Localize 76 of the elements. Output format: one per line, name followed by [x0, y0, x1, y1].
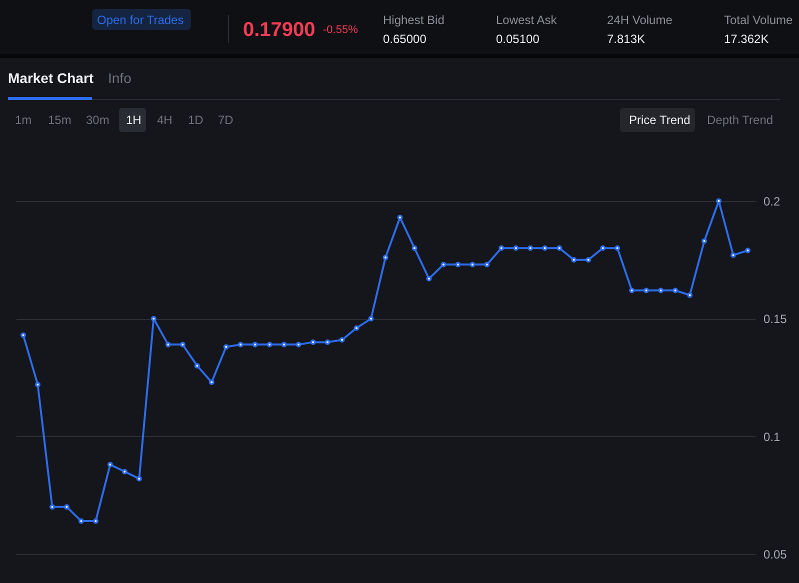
point	[107, 462, 113, 468]
point	[382, 254, 388, 260]
y-tick-label: 0.1	[764, 430, 781, 444]
point	[368, 316, 374, 322]
y-tick-label: 0.2	[764, 194, 781, 208]
point	[455, 262, 461, 268]
point	[498, 245, 504, 251]
point	[571, 257, 577, 263]
text: 1H	[126, 113, 142, 127]
text: 15m	[48, 113, 72, 127]
text: 17.362K	[724, 32, 769, 46]
point	[266, 342, 272, 348]
point	[629, 288, 635, 294]
point	[513, 245, 519, 251]
point	[150, 316, 156, 322]
point	[281, 342, 287, 348]
point	[644, 288, 650, 294]
text: Total Volume	[724, 13, 794, 27]
point	[672, 288, 678, 294]
point	[426, 276, 432, 282]
text: Depth Trend	[707, 113, 774, 127]
text: 24H Volume	[607, 13, 673, 27]
point	[716, 198, 722, 204]
point	[730, 252, 736, 258]
point	[20, 332, 26, 338]
text: 7.813K	[607, 32, 646, 46]
text: Price Trend	[629, 113, 690, 127]
text: Highest Bid	[383, 13, 444, 27]
text: 1D	[188, 113, 204, 127]
point	[339, 337, 345, 343]
text: Open for Trades	[97, 13, 184, 27]
point	[49, 504, 55, 510]
text: 4H	[157, 113, 172, 127]
point	[296, 342, 302, 348]
point	[136, 476, 142, 482]
point	[354, 325, 360, 331]
text: -0.55%	[323, 24, 358, 36]
y-tick-label: 0.15	[764, 312, 788, 326]
text: 1m	[15, 113, 32, 127]
y-tick-label: 0.05	[764, 548, 788, 562]
point	[440, 262, 446, 268]
point	[310, 339, 316, 345]
text: Market Chart	[8, 70, 94, 86]
text: Lowest Ask	[496, 13, 558, 27]
point	[180, 342, 186, 348]
point	[194, 362, 200, 368]
point	[412, 245, 418, 251]
point	[238, 342, 244, 348]
point	[92, 518, 98, 524]
point	[614, 245, 620, 251]
point	[658, 288, 664, 294]
point	[64, 504, 70, 510]
point	[34, 382, 41, 388]
point	[223, 344, 229, 350]
text: 30m	[86, 113, 110, 127]
point	[78, 518, 84, 524]
point	[744, 248, 751, 254]
point	[252, 342, 258, 348]
point	[208, 379, 214, 385]
text: Info	[108, 70, 132, 86]
point	[687, 292, 693, 298]
point	[600, 245, 606, 251]
point	[702, 238, 708, 244]
text: 0.65000	[383, 32, 427, 46]
point	[484, 262, 490, 268]
text: 0.05100	[496, 32, 540, 46]
point	[165, 342, 171, 348]
point	[528, 245, 534, 251]
point	[470, 262, 476, 268]
point	[542, 245, 548, 251]
text: 7D	[218, 113, 234, 127]
text: 0.17900	[243, 19, 316, 41]
point	[586, 257, 592, 263]
point	[556, 245, 562, 251]
point	[324, 339, 330, 345]
point	[122, 468, 128, 474]
